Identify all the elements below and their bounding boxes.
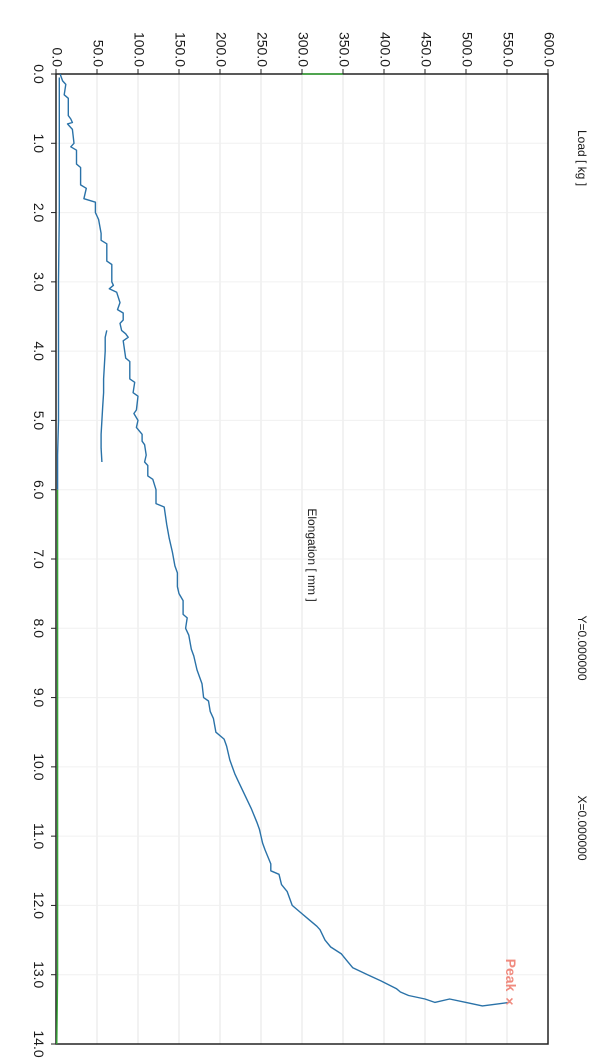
y-tick-label-6: 300.0 [295, 32, 311, 67]
y-axis-label: Load [ kg ] [575, 130, 589, 186]
x-tick-label-12: 12.0 [31, 892, 47, 919]
y-tick-label-4: 200.0 [213, 32, 229, 67]
y-tick-label-3: 150.0 [172, 32, 188, 67]
peak-label: Peak [503, 959, 519, 992]
y-tick-label-5: 250.0 [254, 32, 270, 67]
y-readout: Y=0.000000 [575, 615, 589, 680]
y-tick-label-2: 100.0 [131, 32, 147, 67]
y-tick-label-11: 550.0 [500, 32, 516, 67]
x-tick-label-1: 1.0 [31, 134, 47, 154]
x-tick-label-11: 11.0 [31, 823, 47, 849]
x-tick-label-4: 4.0 [31, 341, 47, 361]
x-tick-label-5: 5.0 [31, 411, 47, 431]
x-tick-label-2: 2.0 [31, 203, 47, 223]
y-tick-label-10: 500.0 [459, 32, 475, 67]
x-tick-label-14: 14.0 [31, 1030, 47, 1057]
x-tick-label-6: 6.0 [31, 480, 47, 500]
series-line-3 [56, 489, 59, 1045]
x-tick-label-10: 10.0 [31, 753, 47, 780]
grid-lines [56, 74, 548, 1044]
y-tick-label-1: 50.0 [90, 40, 106, 67]
x-readout: X=0.000000 [575, 795, 589, 860]
peak-marker-icon: × [505, 993, 513, 1009]
series-group [56, 73, 510, 1045]
x-tick-label-8: 8.0 [31, 619, 47, 639]
y-tick-label-0: 0.0 [49, 48, 65, 68]
x-tick-label-7: 7.0 [31, 549, 47, 569]
series-line-0 [59, 73, 510, 1007]
y-tick-label-9: 450.0 [418, 32, 434, 67]
y-tick-label-7: 350.0 [336, 32, 352, 67]
x-tick-label-0: 0.0 [31, 64, 47, 84]
x-axis-ticks: 0.0 1.0 2.0 3.0 4.0 5.0 6.0 7.0 8.0 9.0 10.0 11.0 12… [31, 64, 56, 1058]
x-tick-label-13: 13.0 [31, 961, 47, 988]
y-tick-label-12: 600.0 [541, 32, 557, 67]
y-tick-label-8: 400.0 [377, 32, 393, 67]
y-axis-ticks: 0.0 50.0 100.0 150.0 200.0 250.0 300.0 350.0 400… [49, 32, 557, 74]
x-tick-label-9: 9.0 [31, 688, 47, 708]
series-line-1 [100, 330, 108, 463]
series-line-2 [56, 77, 60, 490]
x-axis-label: Elongation [ mm ] [305, 508, 319, 601]
x-tick-label-3: 3.0 [31, 272, 47, 292]
